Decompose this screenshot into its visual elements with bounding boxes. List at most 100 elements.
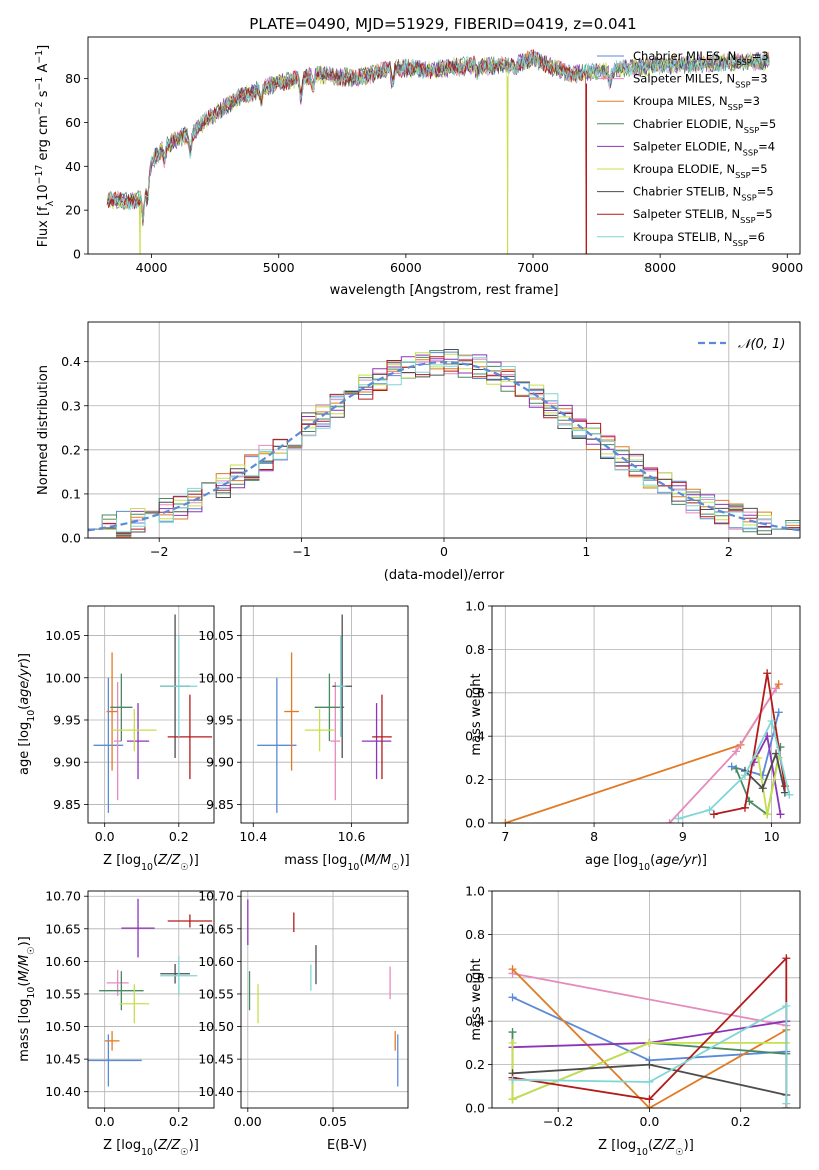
x-tick-label: 0.2 bbox=[169, 829, 189, 844]
y-tick-label: 10.55 bbox=[198, 986, 234, 1001]
y-tick-label: 0.8 bbox=[465, 927, 485, 942]
x-tick-label: 6000 bbox=[390, 260, 422, 275]
weight-marker bbox=[732, 747, 741, 756]
x-tick-label: 7 bbox=[501, 829, 509, 844]
y-tick-label: 0.4 bbox=[465, 1014, 485, 1029]
y-axis-label: Flux [fλ10−17 erg cm−2 s−1 A−1] bbox=[34, 45, 56, 247]
y-tick-label: 10.05 bbox=[198, 628, 234, 643]
weight-marker bbox=[645, 1077, 654, 1086]
x-tick-label: 0.2 bbox=[169, 1114, 189, 1129]
legend-label: Kroupa STELIB, NSSP=6 bbox=[633, 230, 765, 248]
weight-marker bbox=[705, 805, 714, 814]
x-tick-label: 10 bbox=[764, 829, 780, 844]
weight-marker bbox=[508, 1075, 517, 1084]
y-tick-label: 10.40 bbox=[45, 1084, 81, 1099]
weight-marker bbox=[763, 669, 772, 678]
axes-frame bbox=[87, 605, 215, 824]
y-tick-label: 1.0 bbox=[465, 599, 485, 614]
axes-frame bbox=[240, 890, 409, 1109]
legend-label: Salpeter STELIB, NSSP=5 bbox=[633, 207, 773, 225]
y-tick-label: 0.0 bbox=[61, 531, 81, 546]
x-tick-label: −2 bbox=[150, 544, 168, 559]
y-axis-label: age [log10(age/yr)] bbox=[17, 653, 37, 775]
plot-area bbox=[257, 614, 392, 813]
y-tick-label: 0.6 bbox=[465, 970, 485, 985]
y-tick-label: 1.0 bbox=[465, 884, 485, 899]
weight-marker bbox=[645, 1060, 654, 1069]
legend-label: 𝒩(0, 1) bbox=[738, 337, 785, 352]
y-tick-label: 40 bbox=[65, 159, 81, 174]
plot-area bbox=[247, 899, 399, 1087]
y-axis-label: mass weight bbox=[469, 958, 484, 1040]
y-tick-label: 0 bbox=[73, 247, 81, 262]
weight-line bbox=[512, 1004, 788, 1104]
axes-frame bbox=[87, 36, 801, 255]
plot-area bbox=[88, 349, 800, 538]
y-tick-label: 10.70 bbox=[198, 889, 234, 904]
x-tick-label: 0.2 bbox=[731, 1114, 751, 1129]
y-tick-label: 20 bbox=[65, 203, 81, 218]
y-tick-label: 0.4 bbox=[61, 354, 81, 369]
x-axis-label: Z [log10(Z/Z☉)] bbox=[103, 1138, 199, 1158]
y-tick-label: 0.6 bbox=[465, 685, 485, 700]
x-tick-label: 9 bbox=[679, 829, 687, 844]
x-tick-label: 4000 bbox=[136, 260, 168, 275]
axes-spectrum: 4000 5000 6000 7000 8000 9000 0 20 40 60 80 Flux [f… bbox=[34, 36, 803, 298]
x-tick-label: 10.4 bbox=[239, 829, 267, 844]
plot-area bbox=[93, 614, 213, 813]
x-axis-label: Z [log10(Z/Z☉)] bbox=[598, 1138, 694, 1158]
x-axis-label: mass [log10(M/M☉)] bbox=[284, 853, 410, 873]
y-tick-label: 10.05 bbox=[45, 628, 81, 643]
y-tick-label: 0.3 bbox=[61, 398, 81, 413]
axes-age-vs-mass: 10.4 10.6 9.85 9.90 9.95 10.00 10.05 mass [log1… bbox=[198, 605, 410, 873]
weight-marker bbox=[774, 680, 783, 689]
x-axis-label: Z [log10(Z/Z☉)] bbox=[103, 853, 199, 873]
normal-curve bbox=[88, 360, 800, 532]
y-tick-label: 0.4 bbox=[465, 729, 485, 744]
weight-marker bbox=[772, 684, 781, 693]
legend-label: Chabrier MILES, NSSP=3 bbox=[633, 49, 769, 67]
weight-marker bbox=[709, 810, 718, 819]
weight-line bbox=[744, 750, 786, 793]
y-tick-label: 0.1 bbox=[61, 486, 81, 501]
y-tick-label: 0.8 bbox=[465, 642, 485, 657]
y-tick-label: 9.85 bbox=[206, 797, 234, 812]
weight-marker bbox=[727, 762, 736, 771]
y-tick-label: 10.45 bbox=[198, 1052, 234, 1067]
legend-label: Kroupa ELODIE, NSSP=5 bbox=[633, 162, 768, 180]
figure-title: PLATE=0490, MJD=51929, FIBERID=0419, z=0… bbox=[249, 15, 636, 33]
y-tick-label: 0.0 bbox=[465, 1101, 485, 1116]
weight-marker bbox=[758, 784, 767, 793]
y-tick-label: 0.2 bbox=[61, 442, 81, 457]
axes-frame bbox=[87, 890, 215, 1109]
y-tick-label: 10.60 bbox=[198, 954, 234, 969]
weight-marker bbox=[740, 803, 749, 812]
x-tick-label: 8000 bbox=[644, 260, 676, 275]
x-tick-label: 5000 bbox=[263, 260, 295, 275]
legend-label: Salpeter MILES, NSSP=3 bbox=[633, 72, 768, 90]
histogram-step bbox=[88, 355, 800, 533]
x-axis-label: E(B-V) bbox=[327, 1138, 367, 1153]
x-axis-label: (data-model)/error bbox=[384, 568, 505, 583]
y-tick-label: 10.00 bbox=[45, 670, 81, 685]
axes-frame bbox=[240, 605, 409, 824]
weight-line bbox=[713, 673, 786, 816]
legend-label: Chabrier STELIB, NSSP=5 bbox=[633, 185, 774, 203]
x-tick-label: 1 bbox=[582, 544, 590, 559]
weight-marker bbox=[674, 814, 683, 823]
y-tick-label: 10.45 bbox=[45, 1052, 81, 1067]
y-tick-label: 0.2 bbox=[465, 1057, 485, 1072]
legend: Chabrier MILES, NSSP=3 Salpeter MILES, NS… bbox=[597, 49, 776, 248]
plot-area bbox=[501, 669, 794, 823]
y-tick-label: 10.50 bbox=[198, 1019, 234, 1034]
y-tick-label: 10.40 bbox=[198, 1084, 234, 1099]
x-tick-label: 7000 bbox=[517, 260, 549, 275]
y-tick-label: 0.2 bbox=[465, 772, 485, 787]
legend-label: Salpeter ELODIE, NSSP=4 bbox=[633, 139, 775, 157]
y-tick-label: 9.90 bbox=[206, 755, 234, 770]
x-tick-label: 0.0 bbox=[95, 829, 115, 844]
weight-line bbox=[505, 683, 780, 823]
gridlines bbox=[88, 606, 214, 823]
y-tick-label: 9.95 bbox=[53, 712, 81, 727]
